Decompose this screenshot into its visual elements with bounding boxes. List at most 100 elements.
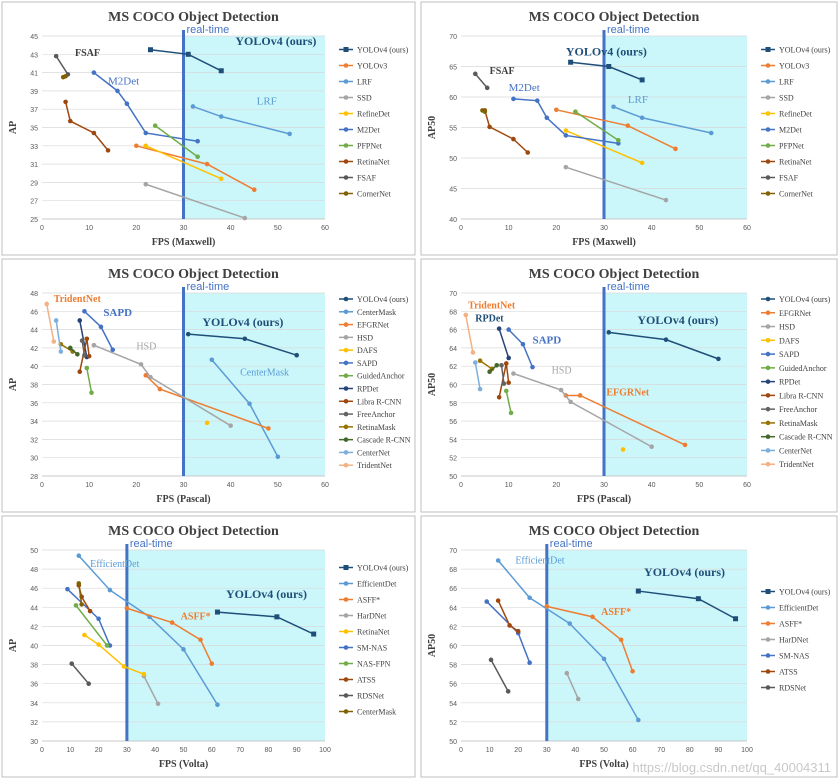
legend-marker [765,434,771,439]
y-tick-label: 64 [449,346,457,353]
y-tick-label: 60 [449,95,457,102]
y-tick-label: 56 [449,419,457,426]
x-tick-label: 30 [543,747,551,754]
legend-label: PFPNet [779,142,805,151]
legend-marker [343,581,349,586]
y-tick-label: 45 [449,187,457,194]
data-point [51,339,57,344]
y-tick-label: 52 [449,456,457,463]
x-tick-label: 30 [123,747,131,754]
legend-marker [765,95,771,100]
legend-marker [765,669,771,674]
data-point [544,604,550,609]
x-tick-label: 80 [686,747,694,754]
series-line [474,362,481,390]
x-tick-label: 60 [743,482,751,489]
legend-marker [765,47,771,52]
data-point [558,387,564,393]
legend-marker [765,448,771,453]
data-point [733,616,739,622]
data-point [563,128,569,133]
data-point [218,176,224,182]
legend-marker [343,95,349,100]
y-tick-label: 58 [449,401,457,408]
legend-marker [765,589,771,594]
legend-marker [343,661,349,666]
legend-marker [765,685,771,690]
x-axis-label: FPS (Volta) [159,759,208,770]
series-line [84,634,145,675]
y-tick-label: 42 [30,624,38,631]
x-tick-label: 10 [85,482,93,489]
series-line [513,372,653,448]
data-point [564,670,570,676]
legend-marker [343,709,349,714]
data-point [275,454,281,460]
series-line [484,110,529,154]
x-tick-label: 20 [95,747,103,754]
chart-title: MS COCO Object Detection [108,524,279,539]
y-tick-label: 37 [30,107,38,114]
data-point [477,386,483,392]
series-line [86,367,93,393]
legend-marker [765,175,771,180]
data-point [73,603,79,608]
y-tick-label: 56 [449,682,457,689]
legend-marker [343,597,349,602]
legend-marker [765,605,771,610]
y-tick-label: 30 [30,739,38,746]
series-line [574,111,619,141]
series-line [93,344,232,427]
legend-label: DAFS [357,346,377,355]
data-point [82,632,87,638]
y-tick-label: 34 [30,419,38,426]
x-tick-label: 0 [459,225,463,232]
data-point [195,138,200,144]
legend-marker [343,450,349,455]
data-point [525,150,531,155]
data-point [496,395,502,400]
data-point [506,380,511,385]
legend-marker [765,79,771,84]
data-point [477,358,483,364]
legend-marker [765,338,771,343]
data-point [673,146,678,152]
realtime-label: real-time [607,24,650,36]
legend-marker [765,63,771,68]
y-tick-label: 39 [30,89,38,96]
series-line [75,604,108,646]
legend-marker [343,309,349,315]
data-point [601,656,607,662]
series-line [126,607,213,664]
legend-marker [343,645,349,650]
series-line [71,663,90,685]
x-tick-label: 10 [505,482,513,489]
legend-marker [343,143,349,148]
legend-label: SM-NAS [357,644,387,653]
y-tick-label: 40 [449,217,457,224]
legend-label: Libra R-CNN [357,397,401,406]
legend-marker [765,351,771,357]
annotation-label: CenterMask [240,367,289,378]
data-point [209,357,215,363]
data-point [294,352,300,358]
y-tick-label: 64 [449,605,457,612]
legend-label: YOLOv3 [357,62,387,71]
y-tick-label: 32 [30,720,38,727]
y-tick-label: 36 [30,682,38,689]
x-tick-label: 10 [505,225,513,232]
series-line [490,659,509,692]
data-point [185,331,191,337]
y-axis-label: AP50 [427,634,438,657]
legend-label: CenterNet [357,448,391,457]
legend-marker [343,424,349,430]
legend-marker [765,365,771,371]
data-point [473,71,478,77]
x-tick-label: 60 [321,225,329,232]
legend-label: YOLOv4 (ours) [357,295,409,304]
legend-marker [765,420,771,426]
annotation-label: HSD [552,366,572,377]
legend-marker [765,296,771,302]
x-tick-label: 20 [552,482,560,489]
legend-label: RefineDet [357,110,391,119]
